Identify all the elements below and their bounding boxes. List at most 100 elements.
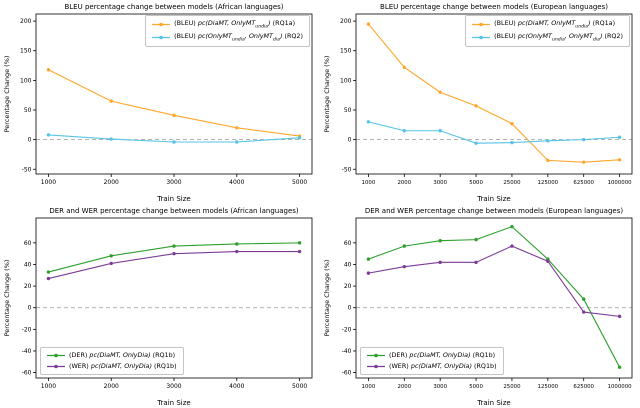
legend-label: (DER) pc(DiaMT, OnlyDia) (RQ1b) [389, 351, 496, 360]
legend-label: (BLEU) pc(DiaMT, OnlyMTundia) (RQ1a) [174, 19, 296, 30]
x-tick-label: 25000 [503, 384, 521, 390]
x-tick-label: 4000 [229, 179, 244, 186]
series-line [48, 250, 300, 280]
data-point-marker [172, 140, 176, 144]
legend-line-sample-icon [152, 35, 171, 40]
x-tick-label: 3000 [166, 383, 181, 390]
plot-border [355, 217, 633, 379]
data-point-marker [474, 141, 478, 145]
legend-label: (DER) pc(DiaMT, OnlyDia) (RQ1b) [69, 351, 176, 360]
plot-border [355, 13, 633, 175]
series-line [367, 23, 620, 163]
legend-label: (WER) pc(DiaMT, OnlyDia) (RQ1b) [69, 362, 177, 371]
data-point-marker [46, 133, 51, 137]
x-tick-label: 25000 [503, 180, 521, 186]
legend-item: (BLEU) pc(OnlyMTundia, OnlyMTdia) (RQ2) [152, 31, 303, 44]
x-tick-label: 1000 [362, 384, 376, 390]
data-point-marker [402, 129, 406, 133]
data-point-marker [297, 241, 302, 245]
y-tick-label: -40 [22, 348, 32, 355]
legend-item: (BLEU) pc(OnlyMTundia, OnlyMTdia) (RQ2) [472, 31, 623, 44]
y-tick-label: 40 [344, 261, 352, 268]
legend-line-sample-icon [472, 22, 491, 27]
data-point-marker [510, 244, 514, 248]
y-tick-label: 0 [348, 137, 352, 144]
legend-label: (BLEU) pc(OnlyMTundia, OnlyMTdia) (RQ2) [494, 32, 623, 43]
y-tick-label: -50 [342, 166, 352, 173]
y-tick-label: 40 [24, 261, 32, 268]
x-tick-label: 2000 [397, 384, 411, 390]
data-point-marker [366, 120, 371, 124]
y-tick-label: 60 [24, 240, 32, 247]
x-tick-label: 5000 [292, 179, 307, 186]
chart-der-wer-european: DER and WER percentage change between mo… [320, 204, 640, 408]
data-point-marker [510, 121, 514, 126]
data-point-marker [172, 244, 176, 248]
data-point-marker [582, 297, 586, 301]
x-tick-label: 1000 [41, 383, 56, 390]
y-tick-label: 0 [348, 305, 352, 312]
y-tick-label: -20 [22, 326, 32, 333]
chart-title: BLEU percentage change between models (E… [380, 3, 608, 11]
y-tick-label: -50 [22, 166, 32, 173]
data-point-marker [297, 249, 302, 254]
data-point-marker [172, 113, 176, 118]
y-tick-label: -40 [342, 348, 352, 355]
data-point-marker [109, 137, 113, 141]
legend-line-sample-icon [47, 364, 65, 369]
y-tick-label: 50 [344, 107, 352, 114]
x-tick-label: 625000 [573, 384, 594, 390]
data-point-marker [109, 254, 113, 258]
data-point-marker [546, 139, 550, 143]
legend-item: (BLEU) pc(DiaMT, OnlyMTundia) (RQ1a) [152, 18, 303, 31]
data-point-marker [46, 276, 51, 281]
data-point-marker [617, 158, 622, 162]
chart-bleu-european: BLEU percentage change between models (E… [320, 0, 640, 204]
data-point-marker [366, 257, 371, 261]
data-point-marker [366, 271, 371, 275]
y-tick-label: 20 [344, 283, 352, 290]
x-tick-label: 1000 [41, 179, 56, 186]
data-point-marker [235, 126, 239, 130]
data-point-marker [402, 264, 406, 269]
x-tick-label: 1000000 [608, 180, 633, 186]
x-tick-label: 5000 [469, 384, 483, 390]
legend-line-sample-icon [47, 353, 65, 358]
series-line [368, 226, 621, 368]
data-point-marker [546, 158, 550, 163]
data-point-marker [235, 249, 239, 254]
x-tick-label: 1000000 [608, 384, 633, 390]
x-tick-label: 1000 [362, 180, 376, 186]
legend: (BLEU) pc(DiaMT, OnlyMTundia) (RQ1a) (BLE… [465, 15, 630, 48]
legend-label: (BLEU) pc(OnlyMTundia, OnlyMTdia) (RQ2) [174, 32, 303, 43]
y-tick-label: 200 [20, 18, 32, 25]
plot-canvas: -60 -40 -20 0 20 40 60 1000 2000 3000 5000 25000 125… [342, 217, 633, 390]
legend: (BLEU) pc(DiaMT, OnlyMTundia) (RQ1a) (BLE… [145, 15, 310, 48]
y-tick-label: 100 [20, 77, 32, 84]
chart-title: BLEU percentage change between models (A… [64, 3, 284, 11]
x-axis-label: Train Size [157, 195, 191, 203]
x-axis-label: Train Size [477, 195, 511, 203]
y-tick-label: 60 [344, 240, 352, 247]
data-point-marker [297, 136, 302, 140]
chart-title: DER and WER percentage change between mo… [364, 207, 624, 215]
chart-title: DER and WER percentage change between mo… [49, 207, 299, 215]
data-point-marker [474, 104, 478, 108]
legend-item: (DER) pc(DiaMT, OnlyDia) (RQ1b) [367, 350, 497, 361]
y-tick-label: 200 [340, 18, 352, 25]
x-tick-label: 125000 [538, 180, 559, 186]
x-tick-label: 3000 [166, 179, 181, 186]
data-point-marker [438, 239, 442, 243]
data-point-marker [46, 68, 51, 72]
data-point-marker [46, 270, 51, 274]
data-point-marker [235, 140, 239, 144]
series-line [48, 69, 300, 137]
data-point-marker [366, 22, 371, 26]
plot-canvas: -60 -40 -20 0 20 40 60 1000 2000 3000 4000 5000 [22, 217, 313, 390]
x-tick-label: 125000 [538, 384, 559, 390]
y-tick-label: 0 [28, 305, 32, 312]
legend: (DER) pc(DiaMT, OnlyDia) (RQ1b) (WER) pc(… [40, 347, 184, 375]
y-tick-label: -60 [22, 370, 32, 377]
legend-line-sample-icon [152, 22, 171, 27]
legend-item: (BLEU) pc(DiaMT, OnlyMTundia) (RQ1a) [472, 18, 623, 31]
